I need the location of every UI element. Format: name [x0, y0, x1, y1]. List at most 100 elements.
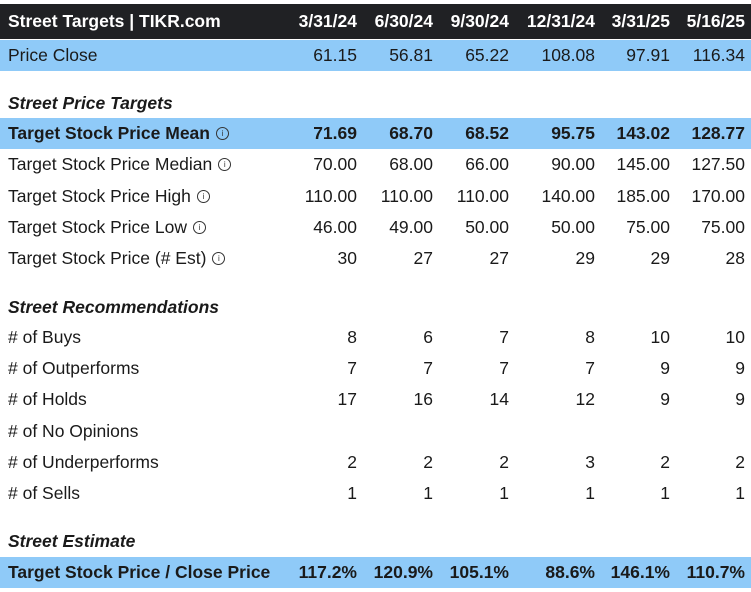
table-row-price-close: Price Close 61.15 56.81 65.22 108.08 97.91 116…	[0, 40, 751, 71]
row-label: Target Stock Price Low i	[0, 217, 270, 238]
table-cell: 71.69	[313, 123, 357, 143]
table-cell: 97.91	[626, 45, 670, 65]
table-cell: 7	[499, 327, 509, 347]
section-heading-street-price-targets: Street Price Targets	[0, 88, 751, 118]
row-label: Target Stock Price Median i	[0, 154, 270, 175]
row-label: # of Buys	[0, 327, 270, 348]
table-cell: 29	[650, 248, 670, 268]
row-label: Target Stock Price / Close Price	[0, 562, 270, 583]
column-header-6-30-24: 6/30/24	[374, 11, 433, 31]
row-label: Street Price Targets	[0, 93, 270, 114]
table-cell: 95.75	[551, 123, 595, 143]
table-cell: 49.00	[389, 217, 433, 237]
table-cell: 110.00	[456, 186, 509, 206]
table-cell: 143.02	[616, 123, 670, 143]
table-cell: 68.00	[389, 154, 433, 174]
table-cell: 10	[650, 327, 670, 347]
table-cell: 12	[575, 389, 595, 409]
table-cell: 68.70	[389, 123, 433, 143]
table-cell: 8	[585, 327, 595, 347]
section-heading-street-estimate: Street Estimate	[0, 526, 751, 556]
table-cell: 27	[413, 248, 433, 268]
table-cell: 29	[575, 248, 595, 268]
table-cell: 2	[423, 452, 433, 472]
table-cell	[429, 416, 509, 447]
table-cell: 68.52	[465, 123, 509, 143]
table-cell: 9	[735, 389, 745, 409]
header-row: Street Targets | TIKR.com 3/31/24 6/30/24 9…	[0, 4, 751, 39]
table-cell: 116.34	[692, 45, 745, 65]
table-cell: 50.00	[465, 217, 509, 237]
table-cell: 7	[347, 358, 357, 378]
row-label: Target Stock Price (# Est) i	[0, 248, 270, 269]
table-cell: 2	[499, 452, 509, 472]
table-row-target-stock-price-median: Target Stock Price Median i 70.00 68.00 66.0…	[0, 149, 751, 180]
table-row-target-stock-price-close-price: Target Stock Price / Close Price 117.2% 12…	[0, 557, 751, 588]
table-cell	[515, 416, 595, 447]
table-cell: 90.00	[551, 154, 595, 174]
row-label-text: Target Stock Price Low	[8, 217, 187, 237]
column-header-3-31-24: 3/31/24	[298, 11, 357, 31]
table-cell: 145.00	[616, 154, 670, 174]
table-row-target-stock-price-est: Target Stock Price (# Est) i 30 27 27 29 29 28	[0, 243, 751, 274]
row-label-text: # of No Opinions	[8, 421, 139, 441]
row-label-text: # of Outperforms	[8, 358, 140, 378]
table-cell: 27	[489, 248, 509, 268]
info-circle-icon[interactable]: i	[218, 158, 232, 171]
table-cell: 30	[337, 248, 357, 268]
table-cell: 9	[660, 389, 670, 409]
row-label: # of Outperforms	[0, 358, 270, 379]
table-row-of-underperforms: # of Underperforms 2 2 2 3 2 2	[0, 447, 751, 478]
table-cell: 1	[735, 483, 745, 503]
table-cell: 70.00	[313, 154, 357, 174]
row-label-text: Target Stock Price (# Est)	[8, 248, 207, 268]
row-label: Street Recommendations	[0, 297, 270, 318]
table-cell: 1	[660, 483, 670, 503]
table-cell: 105.1%	[449, 562, 509, 582]
table-cell: 8	[347, 327, 357, 347]
row-label: Price Close	[0, 45, 270, 66]
table-cell: 75.00	[701, 217, 745, 237]
table-cell: 1	[423, 483, 433, 503]
table-row-target-stock-price-low: Target Stock Price Low i 46.00 49.00 50.00 50…	[0, 212, 751, 243]
table-cell: 7	[499, 358, 509, 378]
table-cell: 56.81	[389, 45, 433, 65]
row-label: # of Underperforms	[0, 452, 270, 473]
row-label: # of Holds	[0, 389, 270, 410]
table-row-target-stock-price-high: Target Stock Price High i 110.00 110.00 110.…	[0, 181, 751, 212]
table-cell: 1	[585, 483, 595, 503]
row-label-text: Street Price Targets	[8, 92, 173, 113]
info-circle-icon[interactable]: i	[212, 252, 226, 265]
table-cell: 140.00	[541, 186, 595, 206]
table-cell: 120.9%	[373, 562, 433, 582]
table-cell: 14	[489, 389, 509, 409]
info-circle-icon[interactable]: i	[215, 127, 229, 140]
row-label: Target Stock Price Mean i	[0, 123, 270, 144]
info-circle-icon[interactable]: i	[192, 221, 206, 234]
table-cell: 170.00	[691, 186, 745, 206]
table-cell: 110.00	[304, 186, 357, 206]
table-cell: 7	[423, 358, 433, 378]
section-heading-street-recommendations: Street Recommendations	[0, 292, 751, 322]
table-cell: 9	[660, 358, 670, 378]
table-cell: 28	[725, 248, 745, 268]
table-cell: 185.00	[616, 186, 670, 206]
table-cell: 146.1%	[610, 562, 670, 582]
row-label: # of Sells	[0, 483, 270, 504]
table-cell: 9	[735, 358, 745, 378]
column-header-9-30-24: 9/30/24	[450, 11, 509, 31]
table-cell: 88.6%	[545, 562, 595, 582]
table-cell: 127.50	[691, 154, 745, 174]
table-cell: 108.08	[541, 45, 595, 65]
table-cell: 17	[337, 389, 357, 409]
table-cell	[353, 416, 433, 447]
table-cell: 1	[499, 483, 509, 503]
table-row-of-outperforms: # of Outperforms 7 7 7 7 9 9	[0, 353, 751, 384]
info-circle-icon[interactable]: i	[196, 190, 210, 203]
table-row-of-buys: # of Buys 8 6 7 8 10 10	[0, 322, 751, 353]
column-header-5-16-25: 5/16/25	[686, 11, 745, 31]
table-cell: 46.00	[313, 217, 357, 237]
row-label-text: Target Stock Price High	[8, 186, 191, 206]
row-label: # of No Opinions	[0, 421, 270, 442]
row-label-text: Price Close	[8, 45, 98, 65]
